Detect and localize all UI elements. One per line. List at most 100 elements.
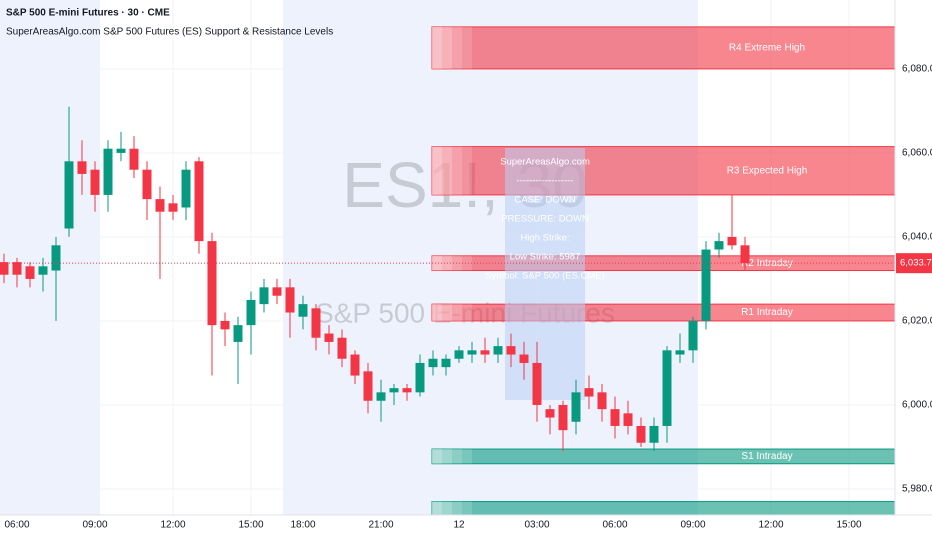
zone-fade bbox=[442, 146, 452, 195]
candle-body bbox=[350, 354, 360, 376]
zone-fade bbox=[462, 146, 472, 195]
candle-body bbox=[38, 266, 48, 275]
candle-body bbox=[181, 169, 191, 208]
zone-fade bbox=[452, 26, 462, 69]
zone-fade bbox=[462, 255, 472, 271]
zone-fade bbox=[432, 501, 442, 515]
candle-body bbox=[272, 287, 282, 296]
candle-body bbox=[298, 304, 308, 317]
candle-body bbox=[701, 249, 711, 321]
candle-body bbox=[636, 425, 646, 443]
zone-fade bbox=[452, 304, 462, 321]
candle-body bbox=[116, 148, 126, 153]
zone-label: R1 Intraday bbox=[741, 307, 793, 318]
info-line: SuperAreasAlgo.com bbox=[500, 157, 590, 168]
y-tick-label: 6,060.00 bbox=[902, 148, 932, 159]
candle-body bbox=[441, 358, 451, 368]
candle-body bbox=[77, 161, 87, 174]
candle-body bbox=[207, 241, 217, 326]
zone bbox=[431, 448, 896, 465]
candle-body bbox=[727, 236, 737, 246]
info-line: High Strike: bbox=[520, 233, 569, 244]
zone-fade bbox=[432, 146, 442, 195]
info-line: ------------------ bbox=[517, 176, 574, 187]
info-box bbox=[505, 148, 585, 400]
candle-body bbox=[740, 245, 750, 264]
candle-body bbox=[584, 388, 594, 397]
candle-body bbox=[324, 333, 334, 342]
candle-body bbox=[415, 362, 425, 393]
zone bbox=[431, 146, 896, 196]
chart-title: S&P 500 E-mini Futures · 30 · CME bbox=[6, 8, 170, 19]
x-tick-label: 12:00 bbox=[160, 520, 185, 531]
zone-fade bbox=[432, 255, 442, 271]
candle-body bbox=[376, 392, 386, 401]
candle-body bbox=[532, 362, 542, 405]
candle-body bbox=[337, 337, 347, 359]
candle-body bbox=[129, 148, 139, 170]
candle-body bbox=[493, 346, 503, 355]
candle-body bbox=[506, 346, 516, 355]
candle-body bbox=[142, 169, 152, 200]
zone-fade bbox=[442, 449, 452, 464]
candle-body bbox=[285, 287, 295, 313]
zone-label: R3 Expected High bbox=[727, 165, 808, 176]
candle-body bbox=[571, 392, 581, 422]
candle-body bbox=[311, 308, 321, 338]
zone-label: S1 Intraday bbox=[741, 451, 792, 462]
zone-fade bbox=[462, 26, 472, 69]
candle-body bbox=[259, 287, 269, 305]
zone bbox=[431, 303, 896, 322]
candle-body bbox=[714, 241, 724, 250]
zone-fade bbox=[442, 26, 452, 69]
candle-body bbox=[480, 350, 490, 355]
candle-body bbox=[688, 320, 698, 351]
candle-body bbox=[402, 388, 412, 393]
zone bbox=[431, 26, 896, 70]
session-shade bbox=[0, 0, 100, 515]
zone-fade bbox=[462, 304, 472, 321]
zone-fade bbox=[432, 304, 442, 321]
zone-fade bbox=[442, 304, 452, 321]
x-tick-label: 15:00 bbox=[836, 520, 861, 531]
candle-body bbox=[467, 350, 477, 355]
candle-body bbox=[545, 409, 555, 418]
x-tick-label: 06:00 bbox=[602, 520, 627, 531]
candle-body bbox=[51, 245, 61, 271]
candle-body bbox=[168, 203, 178, 212]
candle-body bbox=[12, 262, 22, 275]
candle-body bbox=[558, 404, 568, 431]
info-line: Symbol: S&P 500 (ES.CME) bbox=[485, 271, 605, 282]
info-line: Low Strike: 5987 bbox=[510, 252, 581, 263]
candle-body bbox=[194, 161, 204, 242]
y-tick-label: 6,000.00 bbox=[902, 400, 932, 411]
candle-body bbox=[103, 148, 113, 195]
chart-subtitle: SuperAreasAlgo.com S&P 500 Futures (ES) … bbox=[6, 27, 333, 38]
candle-body bbox=[233, 325, 243, 342]
x-tick-label: 18:00 bbox=[290, 520, 315, 531]
candle-body bbox=[389, 388, 399, 393]
x-tick-label: 12 bbox=[453, 520, 465, 531]
x-tick-label: 12:00 bbox=[758, 520, 783, 531]
zone bbox=[431, 501, 896, 516]
x-tick-label: 15:00 bbox=[238, 520, 263, 531]
y-tick-label: 5,980.00 bbox=[902, 484, 932, 495]
x-tick-label: 21:00 bbox=[368, 520, 393, 531]
candle-body bbox=[662, 350, 672, 426]
x-tick-label: 09:00 bbox=[82, 520, 107, 531]
y-tick-label: 6,020.00 bbox=[902, 316, 932, 327]
zone-fade bbox=[462, 501, 472, 515]
zone-fade bbox=[432, 26, 442, 69]
y-tick-label: 6,080.00 bbox=[902, 64, 932, 75]
x-tick-label: 06:00 bbox=[4, 520, 29, 531]
candle-body bbox=[454, 350, 464, 359]
zone-fade bbox=[452, 449, 462, 464]
candle-body bbox=[0, 262, 9, 275]
candle-body bbox=[363, 371, 373, 401]
candle-body bbox=[519, 354, 529, 363]
candle-body bbox=[90, 169, 100, 195]
candle-body bbox=[597, 392, 607, 410]
zone-fade bbox=[452, 501, 462, 515]
candle-body bbox=[25, 266, 35, 279]
